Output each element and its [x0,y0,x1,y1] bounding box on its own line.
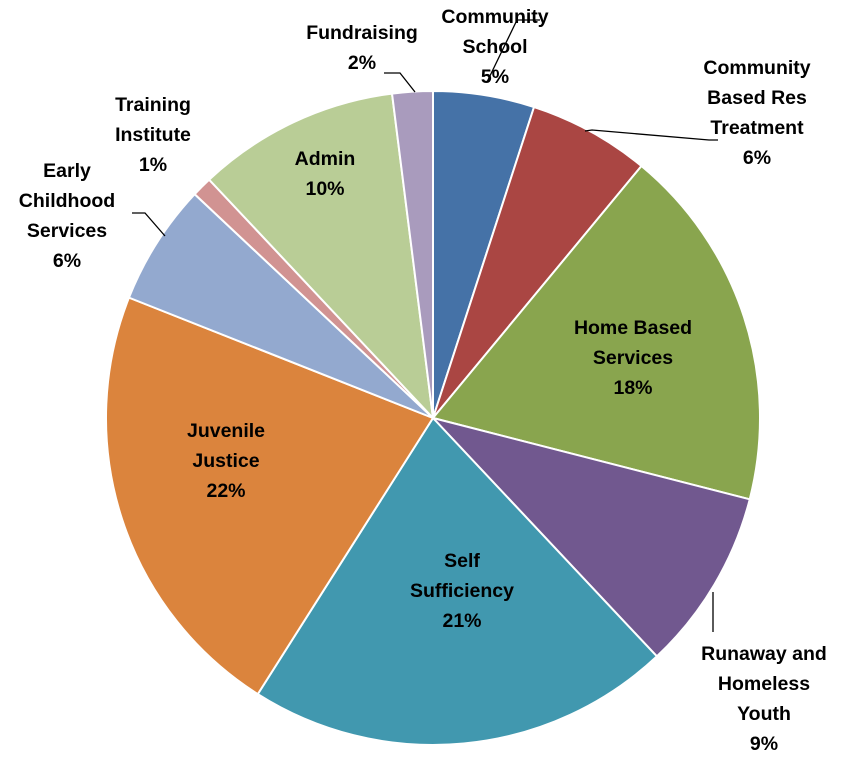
slice-fundraising [390,89,434,419]
category-label: Fundraising [306,22,418,44]
category-label: Services [593,347,673,369]
label-admin: Admin 10% [295,148,356,200]
slice-labels: Community School 5% Community Based Res Treat… [19,6,827,755]
category-label: Self [444,550,480,572]
category-label: School [462,36,527,58]
label-juvenile-justice: Juvenile Justice 22% [187,420,265,502]
slice-admin [207,92,435,421]
leader-line-early-childhood-services [132,212,166,237]
category-label: Runaway and [701,643,827,665]
category-label: Community [703,57,810,79]
label-self-sufficiency: Self Sufficiency 21% [410,550,514,632]
category-label: Sufficiency [410,580,514,602]
slice-juvenile-justice [105,296,435,696]
category-label: Institute [115,124,191,146]
slice-community-based-res-treatment [432,105,643,419]
category-label: Early [43,160,91,182]
category-label: Youth [737,703,791,725]
label-runaway-and-homeless-youth: Runaway and Homeless Youth 9% [701,643,827,755]
category-label: Based Res [707,87,807,109]
leader-line-community-based-res-treatment [584,129,718,141]
percent-label: 18% [613,377,652,399]
label-community-based-res-treatment: Community Based Res Treatment 6% [703,57,810,169]
percent-label: 6% [53,250,81,272]
label-training-institute: Training Institute 1% [115,94,191,176]
percent-label: 6% [743,147,771,169]
category-label: Childhood [19,190,115,212]
slice-runaway-and-homeless-youth [429,416,751,658]
label-fundraising: Fundraising 2% [306,22,418,74]
leader-line-community-school [486,19,540,83]
percent-label: 2% [348,52,376,74]
percent-label: 1% [139,154,167,176]
pie-slices [105,89,761,746]
category-label: Community [441,6,548,28]
slice-home-based-services [431,164,761,501]
percent-label: 5% [481,66,509,88]
category-label: Services [27,220,107,242]
category-label: Treatment [710,117,804,139]
label-home-based-services: Home Based Services 18% [574,317,692,399]
percent-label: 21% [442,610,481,632]
category-label: Training [115,94,191,116]
leader-line-fundraising [384,72,416,93]
slice-self-sufficiency [256,416,659,746]
category-label: Home Based [574,317,692,339]
slice-early-childhood-services [127,192,434,419]
category-label: Homeless [718,673,810,695]
percent-label: 9% [750,733,778,755]
category-label: Juvenile [187,420,265,442]
category-label: Justice [192,450,259,472]
percent-label: 10% [305,178,344,200]
percent-label: 22% [206,480,245,502]
label-early-childhood-services: Early Childhood Services 6% [19,160,115,272]
category-label: Admin [295,148,356,170]
label-community-school: Community School 5% [441,6,548,88]
leader-lines [132,19,718,632]
